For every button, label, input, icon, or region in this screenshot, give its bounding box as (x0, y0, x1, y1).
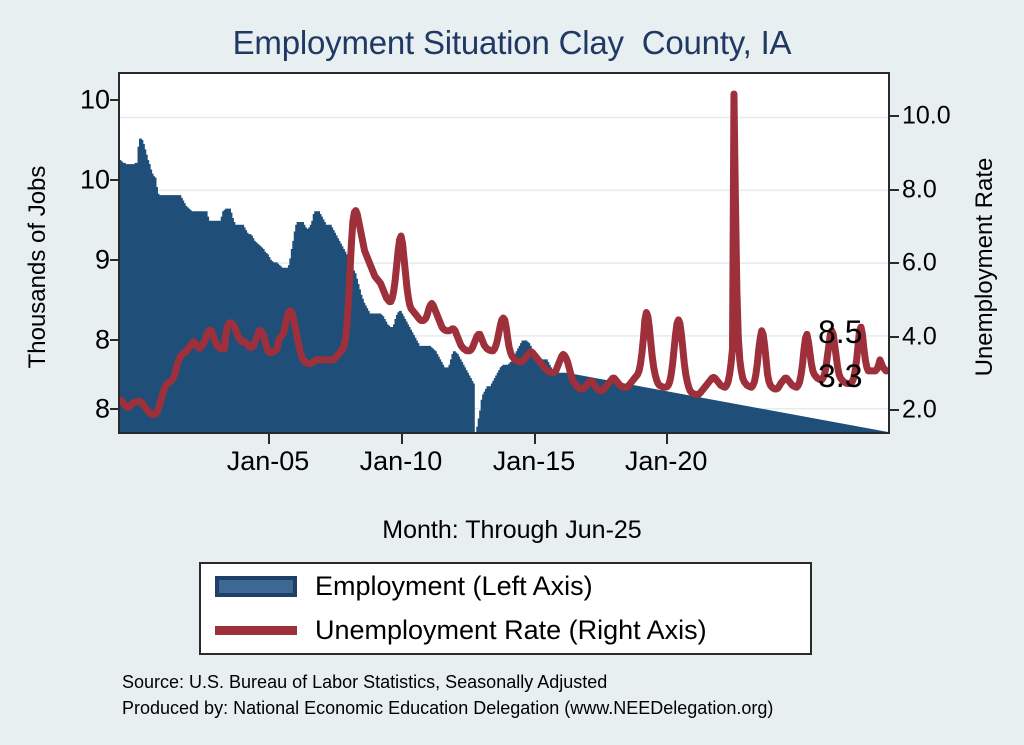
chart-legend: Employment (Left Axis) Unemployment Rate… (199, 562, 812, 655)
y-axis-left-tick-label: 8 (94, 324, 110, 355)
y-axis-left-tickmark (110, 258, 119, 261)
y-axis-right-tick-label: 6.0 (902, 248, 937, 277)
y-axis-left-tick-label: 10 (79, 84, 110, 115)
y-axis-right-tick-label: 10.0 (902, 101, 951, 130)
unemployment-swatch-icon (215, 625, 297, 635)
legend-item-employment[interactable]: Employment (Left Axis) (201, 564, 810, 608)
y-axis-right-tickmarks (890, 72, 902, 434)
y-axis-left-tickmark (110, 178, 119, 181)
y-axis-left-tickmark (110, 338, 119, 341)
y-axis-right-tickmark (890, 409, 899, 412)
employment-last-value-label: 8.5 (818, 314, 863, 350)
y-axis-right-tick-label: 2.0 (902, 395, 937, 424)
y-axis-right-tickmark (890, 114, 899, 117)
unemployment-rate-line-series (120, 90, 888, 419)
footer-producer-line: Produced by: National Economic Education… (122, 698, 774, 719)
y-axis-right-tickmark (890, 262, 899, 265)
legend-item-label: Unemployment Rate (Right Axis) (315, 614, 707, 645)
unemployment-last-value-label: 3.3 (818, 358, 863, 394)
y-axis-left-tick-label: 10 (79, 164, 110, 195)
x-axis-tick-label: Jan-15 (492, 446, 576, 476)
footer-source-line: Source: U.S. Bureau of Labor Statistics,… (122, 672, 608, 692)
x-axis-tick-label: Jan-10 (359, 446, 443, 476)
page-title: Employment Situation Clay County, IA (232, 24, 792, 61)
y-axis-left-tickmark (110, 98, 119, 101)
y-axis-left-tick-label: 9 (94, 244, 110, 275)
plot-area (118, 72, 890, 434)
x-axis-ticks: Jan-05 Jan-10 Jan-15 Jan-20 (118, 446, 890, 486)
y-axis-right-tick-label: 4.0 (902, 322, 937, 351)
x-axis-tickmark (534, 434, 537, 444)
y-axis-right-tickmark (890, 335, 899, 338)
x-axis-tickmark (400, 434, 403, 444)
x-axis-tickmarks (118, 434, 890, 446)
y-axis-left-tick-label: 8 (94, 393, 110, 424)
footer-attribution: Source: U.S. Bureau of Labor Statistics,… (122, 669, 773, 721)
y-axis-right-ticks: 10.0 8.0 6.0 4.0 2.0 (902, 72, 982, 434)
y-axis-right-tickmark (890, 188, 899, 191)
x-axis-label: Month: Through Jun-25 (382, 516, 642, 544)
x-axis-tick-label: Jan-20 (624, 446, 708, 476)
legend-item-unemployment-rate[interactable]: Unemployment Rate (Right Axis) (201, 608, 810, 652)
legend-item-label: Employment (Left Axis) (315, 570, 593, 601)
x-axis-tickmark (666, 434, 669, 444)
y-axis-left-ticks: 10 10 9 8 8 (40, 72, 110, 434)
x-axis-tickmark (267, 434, 270, 444)
y-axis-left-tickmark (110, 408, 119, 411)
employment-swatch-icon (215, 575, 297, 597)
y-axis-right-tick-label: 8.0 (902, 175, 937, 204)
plot-canvas (120, 90, 888, 432)
x-axis-tick-label: Jan-05 (226, 446, 310, 476)
y-axis-left-tickmarks (109, 72, 119, 434)
